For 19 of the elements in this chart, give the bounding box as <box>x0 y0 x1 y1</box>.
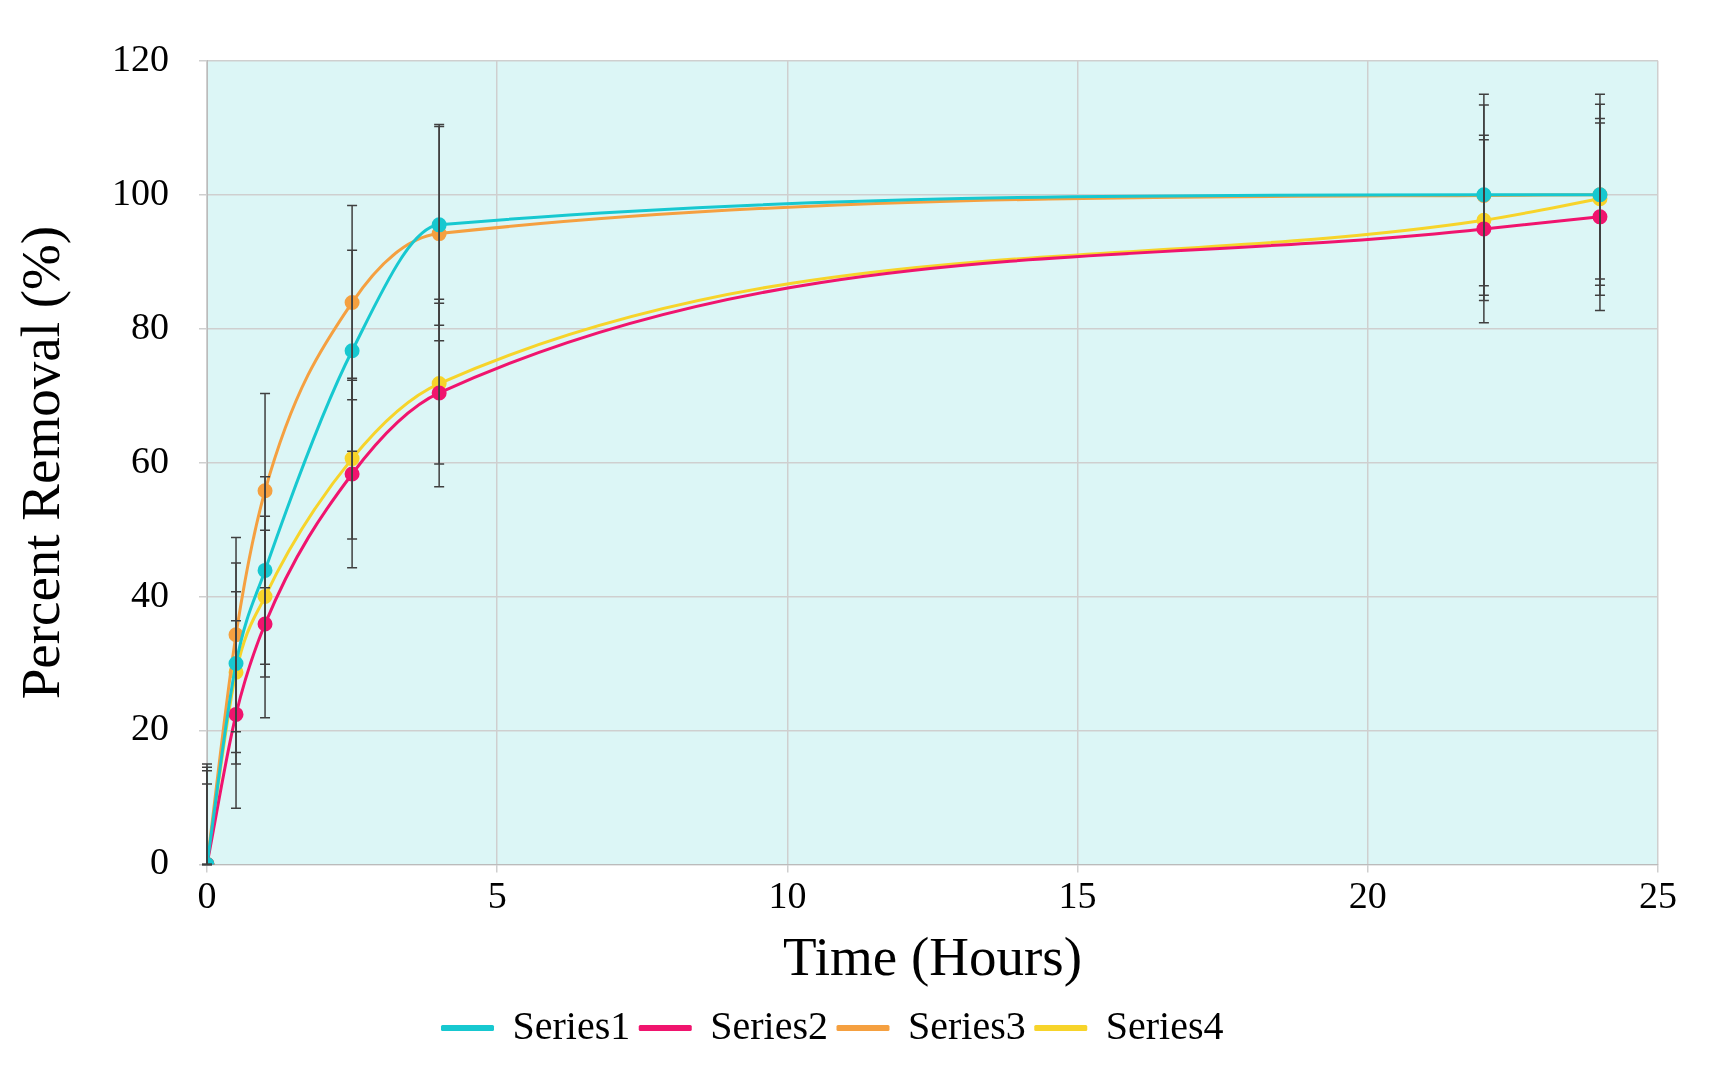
x-tick-label: 0 <box>197 874 217 917</box>
y-tick-label: 80 <box>131 304 169 347</box>
x-axis-title: Time (Hours) <box>783 926 1082 988</box>
legend-label: Series3 <box>908 1002 1026 1048</box>
x-tick-label: 15 <box>1058 874 1097 917</box>
y-tick-label: 40 <box>131 572 169 615</box>
x-tick-label: 5 <box>487 874 507 917</box>
x-tick-label: 25 <box>1639 874 1677 917</box>
y-tick-label: 20 <box>131 706 169 749</box>
legend-label: Series4 <box>1105 1002 1224 1048</box>
y-tick-label: 60 <box>131 438 169 481</box>
y-tick-label: 0 <box>150 840 169 883</box>
y-tick-label: 100 <box>112 170 169 213</box>
x-tick-label: 20 <box>1348 874 1387 917</box>
legend-label: Series2 <box>710 1002 829 1048</box>
y-axis-title: Percent Removal (%) <box>10 225 72 700</box>
x-tick-label: 10 <box>768 874 807 917</box>
y-tick-label: 120 <box>112 36 169 79</box>
legend-label: Series1 <box>512 1002 631 1048</box>
